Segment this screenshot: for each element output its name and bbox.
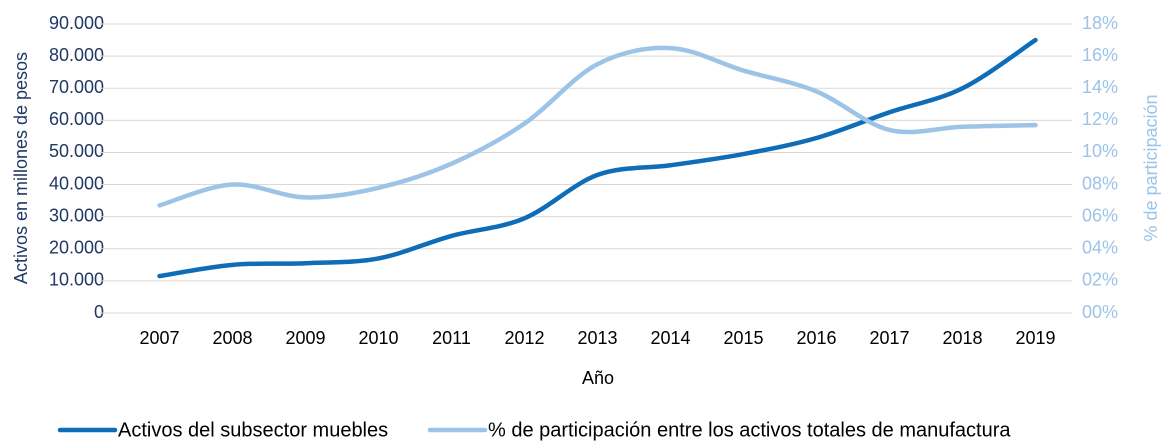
x-tick-label: 2008 bbox=[212, 328, 252, 348]
x-tick-label: 2019 bbox=[1015, 328, 1055, 348]
y2-tick-label: 04% bbox=[1082, 238, 1118, 258]
y-tick-label: 10.000 bbox=[49, 270, 104, 290]
y2-tick-label: 14% bbox=[1082, 77, 1118, 97]
legend-label: % de participación entre los activos tot… bbox=[488, 419, 1011, 441]
x-tick-label: 2017 bbox=[869, 328, 909, 348]
x-tick-label: 2015 bbox=[723, 328, 763, 348]
y-tick-label: 90.000 bbox=[49, 13, 104, 33]
y-tick-label: 50.000 bbox=[49, 141, 104, 161]
y2-tick-label: 12% bbox=[1082, 109, 1118, 129]
y-tick-label: 60.000 bbox=[49, 109, 104, 129]
y2-tick-label: 02% bbox=[1082, 270, 1118, 290]
y2-tick-label: 10% bbox=[1082, 141, 1118, 161]
y-tick-label: 30.000 bbox=[49, 205, 104, 225]
y2-tick-label: 16% bbox=[1082, 45, 1118, 65]
x-axis-title: Año bbox=[582, 368, 614, 388]
y2-tick-label: 00% bbox=[1082, 302, 1118, 322]
x-tick-label: 2011 bbox=[432, 328, 471, 348]
legend-label: Activos del subsector muebles bbox=[118, 419, 388, 441]
y2-tick-label: 06% bbox=[1082, 205, 1118, 225]
x-tick-label: 2007 bbox=[139, 328, 179, 348]
y-tick-label: 20.000 bbox=[49, 238, 104, 258]
x-tick-label: 2014 bbox=[650, 328, 690, 348]
line-series bbox=[157, 37, 1038, 279]
x-tick-label: 2010 bbox=[358, 328, 398, 348]
y2-axis-title: % de participación bbox=[1141, 94, 1161, 241]
y2-tick-label: 08% bbox=[1082, 173, 1118, 193]
x-tick-label: 2018 bbox=[942, 328, 982, 348]
y-tick-label: 40.000 bbox=[49, 173, 104, 193]
y-tick-label: 80.000 bbox=[49, 45, 104, 65]
y-tick-label: 0 bbox=[94, 302, 104, 322]
x-tick-label: 2013 bbox=[577, 328, 617, 348]
x-tick-label: 2012 bbox=[504, 328, 544, 348]
y-tick-label: 70.000 bbox=[49, 77, 104, 97]
y2-tick-label: 18% bbox=[1082, 13, 1118, 33]
x-tick-label: 2009 bbox=[285, 328, 325, 348]
y-axis-title: Activos en millones de pesos bbox=[11, 52, 31, 284]
line-series bbox=[157, 45, 1038, 208]
x-tick-label: 2016 bbox=[796, 328, 836, 348]
